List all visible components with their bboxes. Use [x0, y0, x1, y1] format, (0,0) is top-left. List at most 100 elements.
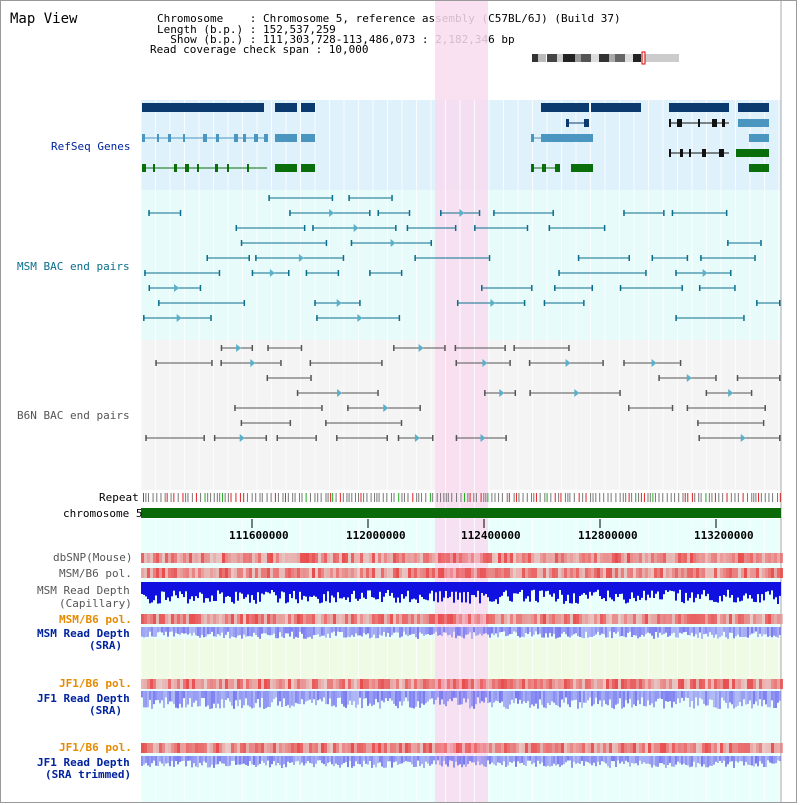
msm-depth-sra-bar	[353, 627, 355, 637]
jf1-depth-sra-bar	[241, 691, 243, 709]
msm-b6-pol-strip-2	[564, 614, 567, 624]
msm-depth-sra-bar	[357, 627, 359, 636]
jf1-depth-sra-bar	[433, 691, 435, 705]
msm-b6-pol-strip	[759, 568, 762, 578]
jf1-b6-pol-strip	[291, 679, 294, 689]
jf1-b6-pol-strip-2	[465, 743, 468, 753]
msm-b6-pol-strip	[453, 568, 456, 578]
jf1-depth-trim-bar	[281, 756, 283, 768]
jf1-b6-pol-strip-2	[162, 743, 165, 753]
jf1-b6-pol-strip	[681, 679, 684, 689]
msm-b6-pol-strip-2	[294, 614, 297, 624]
jf1-depth-sra-bar	[223, 691, 225, 708]
repeat-mark	[777, 493, 779, 502]
repeat-mark	[467, 493, 469, 502]
dbsnp-strip	[741, 553, 744, 563]
jf1-b6-pol-strip	[723, 679, 726, 689]
track-label-jf1-depth-sra-1[interactable]: JF1 Read Depth	[37, 692, 130, 705]
jf1-b6-pol-strip-2	[714, 743, 717, 753]
jf1-b6-pol-strip	[777, 679, 780, 689]
jf1-b6-pol-strip	[537, 679, 540, 689]
b6n-bac-pair-end	[325, 420, 327, 426]
track-label-msm-depth-sra-1[interactable]: MSM Read Depth	[37, 627, 130, 640]
track-label-jf1-depth-trim-1[interactable]: JF1 Read Depth	[37, 756, 130, 769]
jf1-b6-pol-strip	[261, 679, 264, 689]
jf1-b6-pol-strip	[165, 679, 168, 689]
jf1-depth-trim-bar	[587, 756, 589, 763]
msm-b6-pol-strip-2	[474, 614, 477, 624]
msm-depth-sra-bar	[161, 627, 163, 633]
jf1-depth-trim-bar	[501, 756, 503, 766]
msm-depth-capillary-bar	[735, 582, 737, 603]
msm-depth-capillary-bar	[557, 582, 559, 599]
msm-depth-capillary-bar	[343, 582, 345, 598]
track-label-msm-depth-cap-1[interactable]: MSM Read Depth	[37, 584, 130, 597]
jf1-b6-pol-strip	[213, 679, 216, 689]
dbsnp-strip	[363, 553, 366, 563]
track-label-msm-b6-pol-2[interactable]: MSM/B6 pol.	[59, 613, 132, 626]
msm-b6-pol-strip-2	[384, 614, 387, 624]
msm-b6-pol-strip	[597, 568, 600, 578]
msm-b6-pol-strip	[417, 568, 420, 578]
b6n-bac-pair-end	[266, 375, 269, 381]
b6n-bac-pair-end	[220, 360, 222, 366]
msm-b6-pol-strip-2	[720, 614, 723, 624]
repeat-mark	[522, 493, 524, 502]
jf1-b6-pol-strip	[549, 679, 552, 689]
dbsnp-strip	[753, 553, 756, 563]
jf1-depth-trim-bar	[691, 756, 693, 767]
jf1-b6-pol-strip-2	[765, 743, 768, 753]
track-label-repeat[interactable]: Repeat	[99, 491, 139, 504]
msm-bac-pair-end	[531, 285, 533, 291]
jf1-depth-sra-bar	[505, 691, 507, 709]
b6n-bac-pair-end	[397, 435, 400, 441]
track-label-jf1-b6-pol-1[interactable]: JF1/B6 pol.	[59, 677, 132, 690]
track-label-b6n-bac[interactable]: B6N BAC end pairs	[17, 409, 130, 422]
msm-b6-pol-strip	[141, 568, 144, 578]
ideogram-band	[532, 54, 538, 62]
msm-depth-capillary-bar	[281, 582, 283, 592]
msm-depth-sra-bar	[205, 627, 207, 637]
track-label-msm-bac[interactable]: MSM BAC end pairs	[17, 260, 130, 273]
msm-b6-pol-strip-2	[762, 614, 765, 624]
dbsnp-strip	[747, 553, 750, 563]
msm-depth-sra-bar	[303, 627, 305, 639]
jf1-b6-pol-strip	[447, 679, 450, 689]
track-label-msm-b6-pol-1[interactable]: MSM/B6 pol.	[59, 567, 132, 580]
msm-b6-pol-strip-2	[288, 614, 291, 624]
msm-depth-capillary-bar	[163, 582, 165, 592]
b6n-bac-pair-end	[289, 420, 292, 426]
jf1-depth-trim-bar	[245, 756, 247, 765]
msm-b6-pol-strip-2	[462, 614, 465, 624]
dbsnp-strip	[456, 553, 459, 563]
msm-b6-pol-strip-2	[741, 614, 744, 624]
msm-b6-pol-strip-2	[561, 614, 564, 624]
track-label-refseq[interactable]: RefSeq Genes	[51, 140, 131, 153]
msm-depth-capillary-bar	[477, 582, 479, 591]
msm-b6-pol-strip	[144, 568, 147, 578]
repeat-mark	[152, 493, 154, 502]
track-label-jf1-b6-pol-2[interactable]: JF1/B6 pol.	[59, 741, 132, 754]
dbsnp-strip	[300, 553, 303, 563]
msm-depth-capillary-bar	[565, 582, 567, 601]
jf1-b6-pol-strip-2	[579, 743, 582, 753]
repeat-mark	[216, 493, 218, 502]
jf1-depth-trim-bar	[455, 756, 457, 762]
msm-b6-pol-strip-2	[399, 614, 402, 624]
msm-b6-pol-strip-2	[705, 614, 708, 624]
jf1-depth-sra-bar	[499, 691, 501, 703]
jf1-depth-trim-bar	[753, 756, 755, 767]
jf1-depth-sra-bar	[735, 691, 737, 707]
jf1-depth-trim-bar	[409, 756, 411, 762]
jf1-b6-pol-strip-2	[510, 743, 513, 753]
gene-dark-exon	[669, 149, 671, 157]
track-label-dbsnp[interactable]: dbSNP(Mouse)	[53, 551, 133, 564]
repeat-mark	[603, 493, 605, 502]
jf1-depth-trim-bar	[359, 756, 361, 765]
jf1-depth-sra-bar	[691, 691, 693, 701]
msm-depth-sra-bar	[679, 627, 681, 633]
jf1-depth-trim-bar	[649, 756, 651, 765]
dbsnp-strip	[468, 553, 471, 563]
msm-depth-sra-bar	[461, 627, 463, 638]
